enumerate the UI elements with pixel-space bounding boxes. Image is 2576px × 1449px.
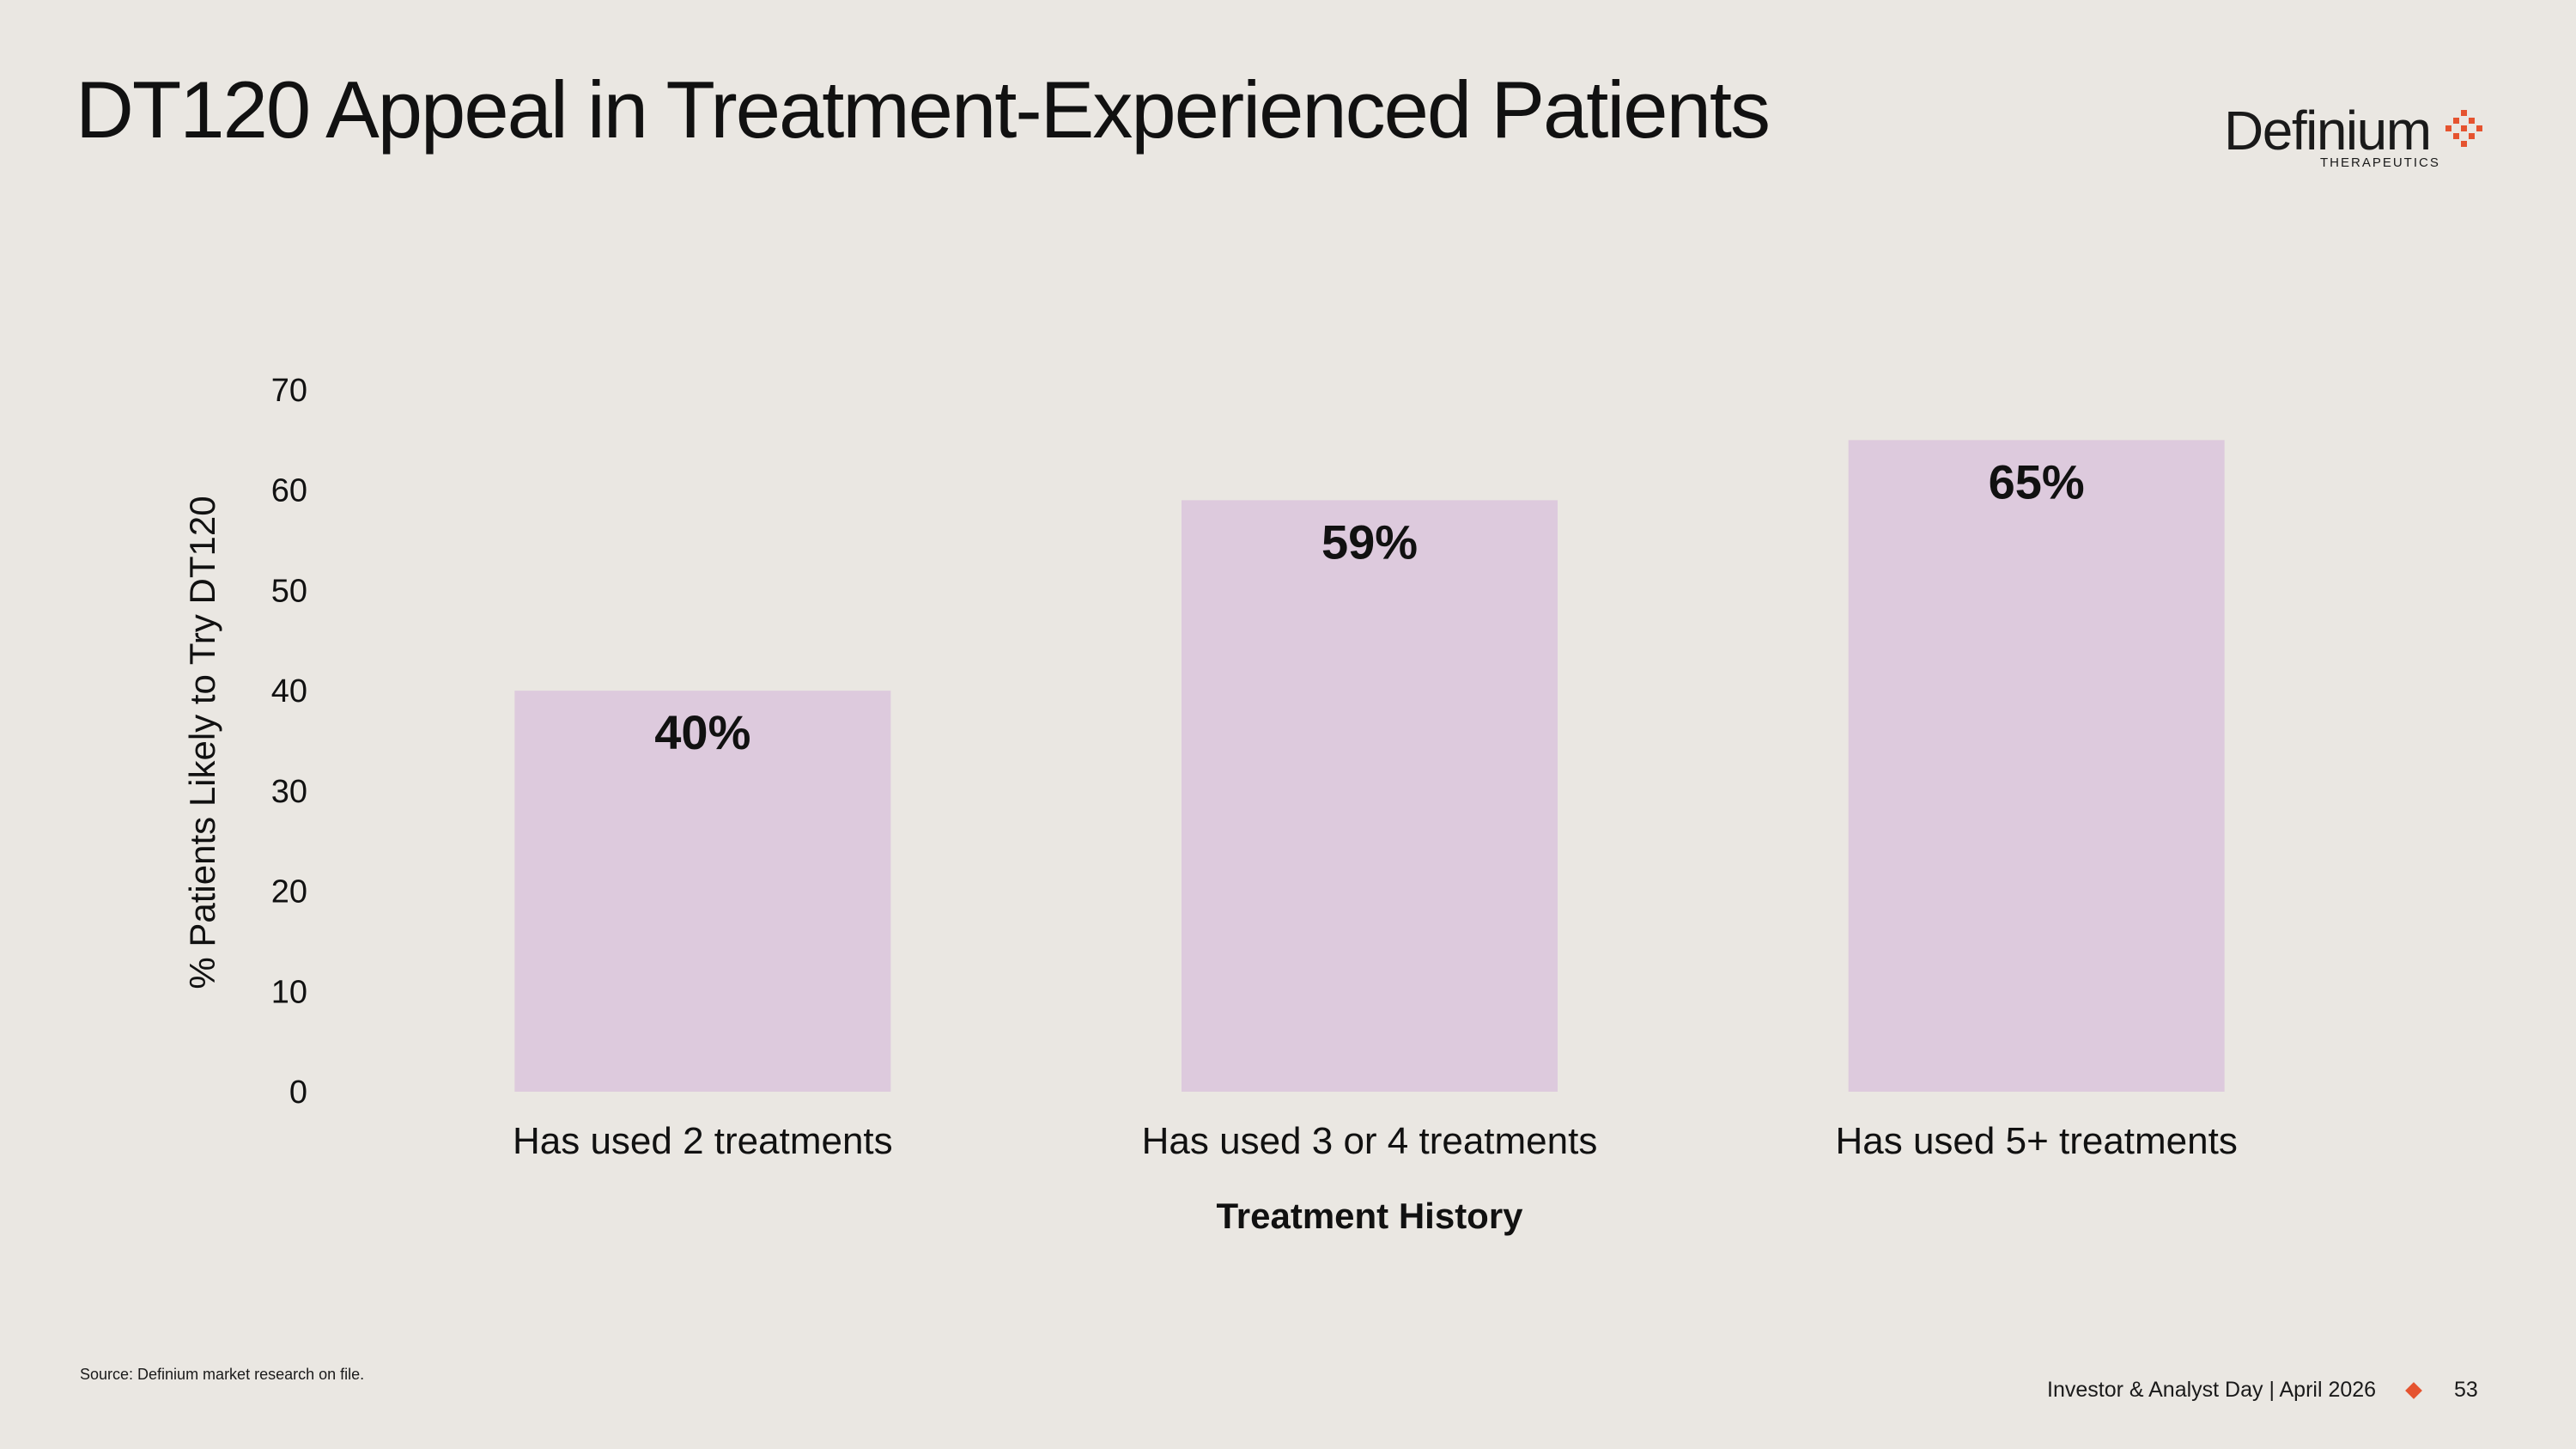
company-logo: Definium THERAPEUTICS (2224, 103, 2499, 180)
logo-wordmark: Definium (2224, 100, 2432, 161)
y-tick-label: 0 (289, 1075, 307, 1111)
bar (1848, 440, 2225, 1092)
bar (514, 691, 891, 1092)
logo-subtitle: THERAPEUTICS (2320, 155, 2440, 170)
y-axis-title: % Patients Likely to Try DT120 (182, 496, 222, 989)
page-number: 53 (2454, 1378, 2478, 1402)
bar-data-label: 40% (654, 705, 750, 759)
source-note: Source: Definium market research on file… (80, 1366, 365, 1383)
y-tick-label: 40 (271, 673, 307, 709)
y-tick-label: 10 (271, 974, 307, 1010)
y-tick-label: 70 (271, 373, 307, 409)
y-tick-label: 30 (271, 774, 307, 810)
bar-data-label: 65% (1989, 454, 2085, 508)
dotted-diamond-icon (2445, 110, 2482, 147)
x-tick-label: Has used 5+ treatments (1835, 1120, 2237, 1162)
bar (1182, 500, 1558, 1092)
y-tick-label: 50 (271, 573, 307, 609)
bar-data-label: 59% (1321, 514, 1418, 569)
x-axis-title: Treatment History (1216, 1196, 1523, 1236)
y-tick-label: 60 (271, 473, 307, 509)
y-tick-label: 20 (271, 874, 307, 910)
slide-title: DT120 Appeal in Treatment-Experienced Pa… (76, 64, 1771, 155)
x-tick-label: Has used 3 or 4 treatments (1142, 1120, 1598, 1162)
x-tick-label: Has used 2 treatments (513, 1120, 893, 1162)
footer-event: Investor & Analyst Day | April 2026 (2047, 1378, 2377, 1402)
